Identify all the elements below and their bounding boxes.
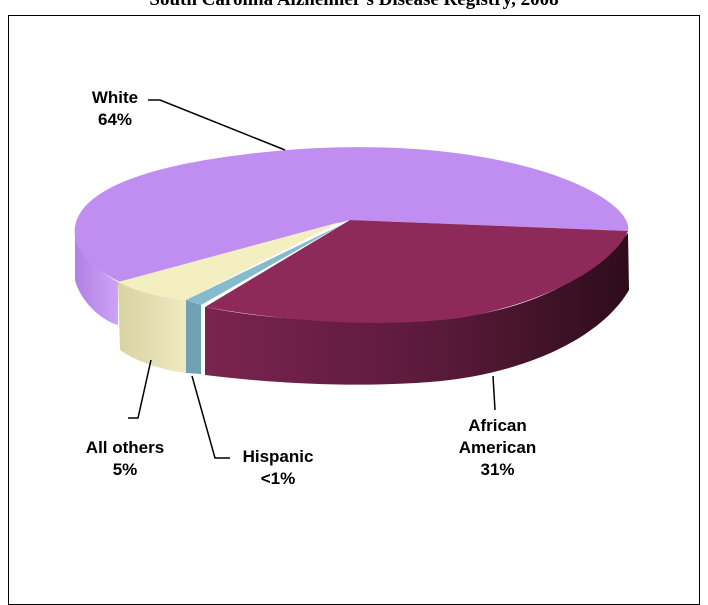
chart-title: South Carolina Alzheimer's Disease Regis…	[0, 0, 708, 11]
leader-line-all-others	[128, 359, 152, 419]
pie-slice-white	[74, 147, 629, 282]
label-all-others-value: 5%	[112, 460, 138, 479]
pie-chart	[74, 99, 629, 459]
leader-line-hispanic	[191, 375, 230, 459]
data-label-white: White 64%	[70, 87, 160, 131]
label-hispanic-value: <1%	[260, 469, 296, 488]
label-white-name: White	[91, 88, 139, 107]
data-label-african-american: African American 31%	[425, 415, 570, 481]
pie-slice-hispanic	[186, 224, 343, 305]
label-white-value: 64%	[97, 110, 133, 129]
pie-slice-african-american	[205, 220, 628, 323]
pie-side-hispanic	[186, 300, 201, 374]
label-hispanic-name: Hispanic	[242, 447, 314, 466]
label-all-others-name: All others	[85, 438, 165, 457]
data-label-hispanic: Hispanic <1%	[228, 446, 328, 490]
data-label-all-others: All others 5%	[66, 437, 184, 481]
pie-side-white	[75, 237, 118, 325]
pie-slice-all-others	[118, 222, 340, 300]
leader-line-white	[148, 99, 286, 151]
label-african-american-name: African American	[458, 416, 537, 457]
leader-line-african-american	[492, 375, 496, 411]
label-african-american-value: 31%	[480, 460, 515, 479]
pie-side-all-others	[118, 282, 186, 373]
pie-side-african-american	[205, 233, 629, 385]
